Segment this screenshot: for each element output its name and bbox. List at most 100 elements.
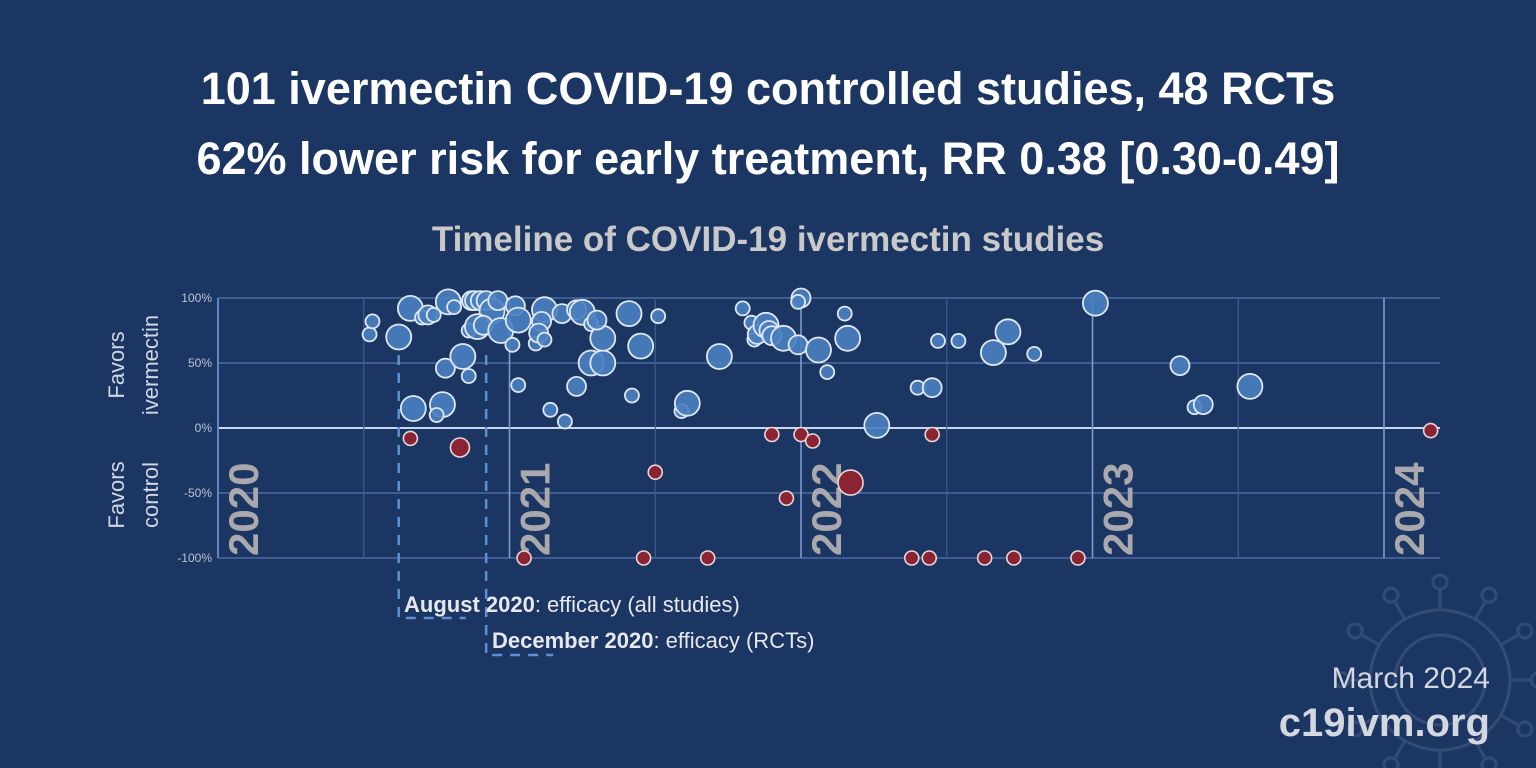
point-favors-control: [778, 490, 795, 507]
point-favors-control: [635, 550, 652, 566]
point-favors-ivermectin: [615, 300, 643, 328]
point-favors-control: [924, 426, 940, 443]
point-favors-ivermectin: [734, 300, 751, 317]
point-favors-ivermectin: [627, 332, 655, 360]
title-line-1: 101 ivermectin COVID-19 controlled studi…: [201, 63, 1336, 114]
point-favors-ivermectin: [542, 401, 559, 418]
year-label-2024: 2024: [1386, 462, 1433, 556]
point-favors-control: [1422, 422, 1439, 439]
point-favors-control: [903, 550, 920, 566]
point-favors-control: [1005, 550, 1022, 566]
point-favors-control: [837, 469, 864, 496]
point-favors-ivermectin: [979, 339, 1007, 367]
footer-site: c19ivm.org: [1279, 701, 1490, 745]
virus-spike-tip: [1480, 756, 1498, 768]
point-favors-ivermectin: [921, 377, 943, 399]
y-tick-label: -100%: [177, 551, 212, 565]
point-favors-control: [647, 464, 664, 481]
point-favors-ivermectin: [434, 357, 456, 379]
point-favors-ivermectin: [950, 332, 967, 349]
point-favors-ivermectin: [446, 299, 463, 316]
point-favors-ivermectin: [994, 318, 1022, 346]
point-favors-control: [976, 550, 993, 566]
point-favors-ivermectin: [460, 368, 477, 384]
virus-spike-tip: [1382, 586, 1400, 604]
point-favors-ivermectin: [1082, 289, 1109, 317]
point-favors-ivermectin: [428, 407, 445, 423]
virus-spike: [1473, 599, 1488, 621]
point-favors-ivermectin: [487, 290, 509, 312]
point-favors-ivermectin: [556, 413, 573, 430]
annotation-line-0: [397, 355, 466, 620]
point-favors-ivermectin: [673, 389, 701, 417]
point-favors-ivermectin: [589, 349, 617, 377]
year-label-2023: 2023: [1095, 463, 1142, 556]
point-favors-control: [1070, 550, 1086, 566]
virus-spike: [1499, 713, 1521, 728]
annotation-line-1: [484, 355, 554, 657]
point-favors-control: [793, 426, 809, 443]
point-favors-control: [921, 550, 938, 566]
point-favors-control: [804, 433, 821, 449]
chart-title: Timeline of COVID-19 ivermectin studies: [432, 220, 1104, 259]
annotation-august-2020: August 2020: efficacy (all studies): [404, 592, 740, 617]
y-tick-label: 0%: [195, 421, 213, 435]
point-favors-ivermectin: [449, 343, 477, 370]
point-favors-ivermectin: [819, 364, 836, 381]
y-tick-label: 50%: [188, 356, 212, 370]
point-favors-control: [699, 550, 716, 566]
annotation-lines: [397, 355, 554, 657]
point-favors-control: [402, 430, 419, 447]
point-favors-control: [449, 437, 471, 458]
year-labels: 2020 2021 2022 2023 2024: [220, 462, 1433, 556]
point-favors-ivermectin: [399, 395, 427, 422]
year-label-2021: 2021: [512, 463, 559, 556]
y-tick-label: 100%: [181, 291, 212, 305]
point-favors-ivermectin: [787, 334, 809, 356]
virus-spike-tip: [1431, 573, 1449, 591]
virus-spike: [1359, 713, 1381, 728]
annotation-december-2020: December 2020: efficacy (RCTs): [492, 628, 814, 653]
annotation-august-bold: August 2020: [404, 592, 535, 617]
y-label-ivermectin-2: ivermectin: [138, 315, 163, 415]
point-favors-ivermectin: [834, 324, 862, 352]
point-favors-ivermectin: [863, 411, 891, 439]
virus-spike-tip: [1346, 622, 1364, 640]
y-tick-labels: 100% 50% 0% -50% -100%: [177, 291, 212, 565]
point-favors-ivermectin: [385, 323, 413, 351]
point-favors-ivermectin: [836, 305, 853, 322]
year-label-2020: 2020: [220, 463, 267, 556]
virus-spike-tip: [1480, 586, 1498, 604]
point-favors-ivermectin: [1236, 372, 1264, 400]
annotation-december-text: : efficacy (RCTs): [653, 628, 814, 653]
virus-spike: [1473, 739, 1488, 761]
virus-watermark-icon: [1333, 573, 1536, 768]
virus-spike-tip: [1382, 756, 1400, 768]
virus-spike: [1359, 632, 1381, 647]
data-points: [361, 287, 1439, 566]
point-favors-ivermectin: [361, 326, 378, 343]
virus-spike-tip: [1516, 720, 1534, 738]
point-favors-ivermectin: [536, 331, 553, 348]
point-favors-ivermectin: [566, 375, 587, 397]
point-favors-control: [516, 550, 532, 566]
virus-spike: [1392, 599, 1407, 621]
footer-date: March 2024: [1332, 662, 1490, 695]
grid: [217, 297, 1440, 559]
point-favors-ivermectin: [510, 377, 527, 394]
y-label-ivermectin-1: Favors: [104, 331, 129, 398]
point-favors-ivermectin: [1026, 345, 1043, 362]
point-favors-ivermectin: [425, 306, 442, 323]
virus-spike-tip: [1529, 671, 1536, 689]
virus-spike: [1392, 739, 1407, 761]
point-favors-ivermectin: [705, 343, 733, 370]
point-favors-ivermectin: [650, 308, 667, 325]
y-tick-label: -50%: [184, 486, 212, 500]
point-favors-ivermectin: [586, 309, 608, 331]
point-favors-ivermectin: [504, 336, 521, 353]
y-label-control-2: control: [138, 462, 163, 528]
y-label-control-1: Favors: [104, 461, 129, 528]
point-favors-ivermectin: [1192, 394, 1214, 416]
